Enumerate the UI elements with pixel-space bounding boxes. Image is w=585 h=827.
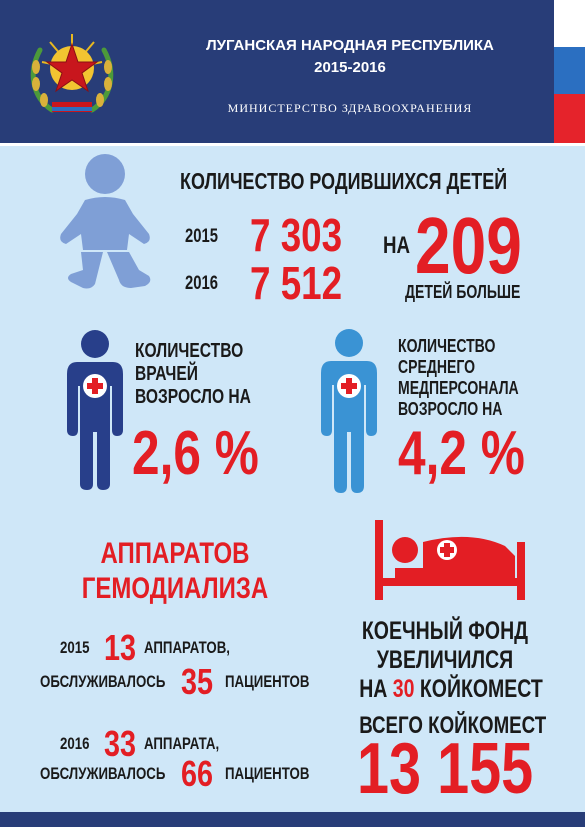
footer-band — [0, 812, 585, 827]
births-diff-value: 209 — [415, 201, 522, 290]
header-divider — [0, 143, 585, 146]
lnr-coat-of-arms-icon — [22, 22, 122, 122]
beds-text-line2: УВЕЛИЧИЛСЯ — [376, 646, 514, 674]
header-ministry: МИНИСТЕРСТВО ЗДРАВООХРАНЕНИЯ — [227, 101, 473, 115]
dialysis-patients-2015: 35 — [181, 661, 214, 702]
baby-icon — [55, 152, 155, 292]
dialysis-title-line2: ГЕМОДИАЛИЗА — [81, 572, 269, 605]
nurses-growth-value: 4,2 % — [398, 419, 525, 488]
births-diff-prefix: НА — [383, 232, 411, 259]
dialysis-patients-label-2016: ПАЦИЕНТОВ — [225, 764, 310, 783]
nurses-text-line3: МЕДПЕРСОНАЛА — [398, 378, 519, 398]
beds-increase-value: 30 — [392, 675, 415, 703]
births-value-2015: 7 303 — [250, 209, 343, 261]
beds-total-value: 13 155 — [357, 729, 534, 809]
dialysis-year-2016: 2016 — [60, 734, 90, 753]
dialysis-units-label-2016: АППАРАТА, — [144, 734, 220, 753]
dialysis-units-2015: 13 — [104, 627, 137, 668]
dialysis-year-2015: 2015 — [60, 638, 90, 657]
nurses-text-line1: КОЛИЧЕСТВО — [398, 336, 496, 356]
dialysis-units-label-2015: АППАРАТОВ, — [144, 638, 230, 657]
nurses-text-line4: ВОЗРОСЛО НА — [398, 399, 503, 419]
beds-text-line1: КОЕЧНЫЙ ФОНД — [361, 617, 529, 645]
beds-increase-prefix: НА — [359, 675, 388, 703]
dialysis-patients-label-2015: ПАЦИЕНТОВ — [225, 672, 310, 691]
births-title: КОЛИЧЕСТВО РОДИВШИХСЯ ДЕТЕЙ — [180, 168, 508, 194]
births-diff-suffix: ДЕТЕЙ БОЛЬШЕ — [405, 282, 521, 302]
nurses-text-line2: СРЕДНЕГО — [398, 357, 476, 377]
births-value-2016: 7 512 — [250, 257, 343, 309]
dialysis-served-label-2016: ОБСЛУЖИВАЛОСЬ — [40, 764, 166, 783]
doctors-text-line2: ВРАЧЕЙ — [135, 363, 198, 385]
header-banner — [0, 0, 585, 143]
hospital-bed-icon — [375, 520, 525, 600]
flag-stripe-blue — [554, 47, 585, 94]
doctors-growth-value: 2,6 % — [132, 419, 259, 488]
beds-increase-suffix: КОЙКОМЕСТ — [419, 675, 543, 703]
dialysis-units-2016: 33 — [104, 723, 137, 764]
header-years: 2015-2016 — [314, 59, 386, 76]
flag-stripe-red — [554, 94, 585, 143]
births-year-2016: 2016 — [185, 273, 218, 294]
beds-total-label: ВСЕГО КОЙКОМЕСТ — [359, 712, 547, 739]
doctors-text-line1: КОЛИЧЕСТВО — [135, 340, 244, 362]
doctors-text-line3: ВОЗРОСЛО НА — [135, 386, 251, 408]
beds-text-line3: НА 30 КОЙКОМЕСТ — [359, 675, 543, 704]
flag-stripe-white — [554, 0, 585, 47]
doctor-icon — [65, 330, 125, 490]
header-title: ЛУГАНСКАЯ НАРОДНАЯ РЕСПУБЛИКА — [206, 37, 494, 54]
births-year-2015: 2015 — [185, 226, 218, 247]
dialysis-title-line1: АППАРАТОВ — [100, 537, 250, 570]
nurse-icon — [318, 328, 380, 493]
dialysis-served-label-2015: ОБСЛУЖИВАЛОСЬ — [40, 672, 166, 691]
dialysis-patients-2016: 66 — [181, 753, 214, 794]
